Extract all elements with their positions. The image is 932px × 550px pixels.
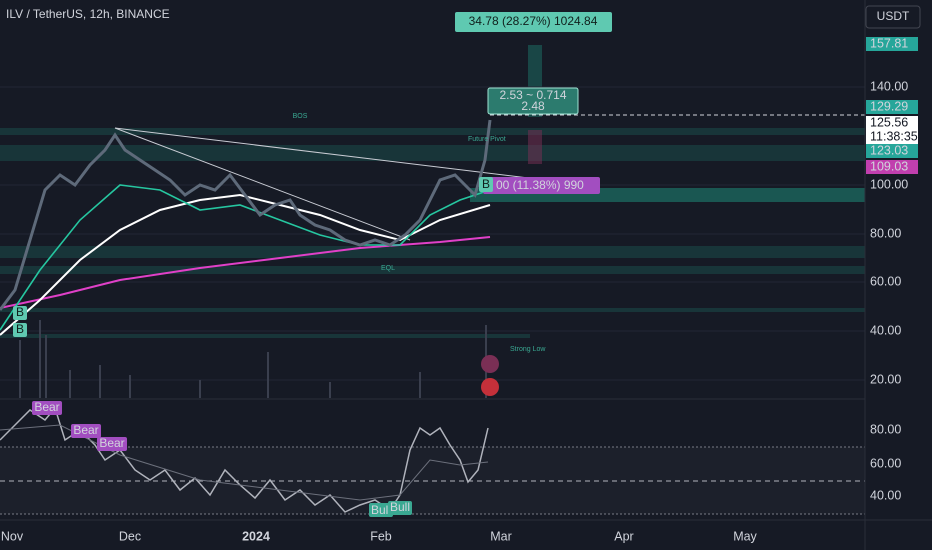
price-label: 100.00: [870, 177, 908, 191]
range-text: 34.78 (28.27%) 1024.84: [469, 14, 598, 28]
price-label: 60.00: [870, 274, 901, 288]
trendline: [114, 127, 411, 241]
price-label: 109.03: [870, 159, 908, 173]
icon: [481, 378, 499, 396]
time-label: Nov: [1, 529, 24, 543]
price-badge: [866, 116, 918, 130]
svg-text:Bull: Bull: [371, 503, 391, 517]
price-label: 157.81: [870, 36, 908, 50]
pivot-label: Future Pivot: [468, 136, 506, 143]
range-box: [455, 12, 612, 32]
price-badge: [866, 100, 918, 114]
rsi-label: 40.00: [870, 488, 901, 502]
bos-label: BOS: [293, 113, 308, 120]
price: [0, 119, 492, 311]
price-label: 80.00: [870, 226, 901, 240]
price-label: 40.00: [870, 323, 901, 337]
svg-text:B: B: [16, 305, 24, 319]
price-badge: [866, 130, 918, 144]
time-label: 2024: [242, 529, 270, 543]
price-label: 123.03: [870, 143, 908, 157]
price-label: 11:38:35: [870, 129, 918, 143]
grid: [0, 86, 865, 381]
time-label: Apr: [614, 529, 633, 543]
symbol-title: ILV / TetherUS, 12h, BINANCE: [6, 7, 170, 21]
svg-text:B: B: [16, 322, 24, 336]
bull-labels: Bull Bull: [369, 500, 412, 517]
time-label: May: [733, 529, 757, 543]
buy-markers: B B B: [13, 177, 493, 337]
risk-box: [487, 87, 579, 115]
target-box: [483, 177, 600, 194]
time-label: Feb: [370, 529, 392, 543]
eql-label: EQL: [381, 265, 395, 272]
svg-text:B: B: [482, 177, 490, 191]
risk-text: 2.53 ~ 0.714: [499, 88, 566, 102]
price-badge: [866, 37, 918, 51]
price-label: 20.00: [870, 372, 901, 386]
icon: [481, 355, 499, 373]
currency-button[interactable]: [865, 5, 921, 29]
svg-text:Bear: Bear: [73, 423, 98, 437]
currency[interactable]: USDT: [877, 9, 910, 23]
svg-text:Bear: Bear: [99, 436, 124, 450]
time-label: Dec: [119, 529, 141, 543]
svg-text:Bear: Bear: [34, 400, 59, 414]
ma-magenta: [0, 236, 491, 309]
rsi-ma: [0, 424, 489, 501]
rsi-label: 80.00: [870, 422, 901, 436]
risk-text: 2.48: [521, 99, 545, 113]
bear-labels: Bear Bear Bear: [32, 400, 127, 451]
strong-low: Strong Low: [510, 346, 546, 353]
rsi-label: 60.00: [870, 456, 901, 470]
time-label: Mar: [490, 529, 512, 543]
price-axis: [865, 0, 932, 550]
price-label: 129.29: [870, 99, 908, 113]
trendline: [114, 127, 546, 181]
price-badge: [866, 144, 918, 158]
price-label: 140.00: [870, 79, 908, 93]
svg-text:Bull: Bull: [390, 500, 410, 514]
price-label: 125.56: [870, 115, 908, 129]
target-text: 00 (11.38%) 990: [496, 178, 584, 192]
price-badge: [866, 160, 918, 174]
